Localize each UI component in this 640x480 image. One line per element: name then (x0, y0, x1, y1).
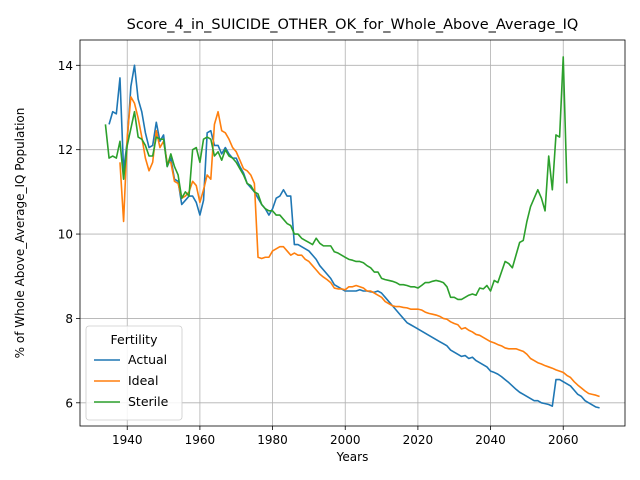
y-tick-label: 10 (58, 228, 73, 242)
legend-title: Fertility (111, 332, 159, 347)
y-tick-label: 14 (58, 59, 73, 73)
x-tick-label: 1940 (112, 433, 143, 447)
series-line-actual (108, 64, 600, 409)
series-line-sterile (104, 56, 568, 301)
y-axis-title: % of Whole Above_Average_IQ Population (13, 108, 27, 359)
legend-label-ideal: Ideal (128, 373, 158, 388)
plot-frame (79, 39, 626, 427)
legend-box (85, 325, 183, 421)
series-line-ideal (119, 96, 600, 398)
x-tick-label: 1960 (185, 433, 216, 447)
x-tick-label: 1980 (257, 433, 288, 447)
x-tick-label: 2020 (403, 433, 434, 447)
y-tick-label: 12 (58, 143, 73, 157)
legend: Fertility Actual Ideal Sterile (85, 325, 183, 421)
series-lines (104, 56, 600, 409)
legend-label-sterile: Sterile (128, 394, 169, 409)
axis-ticks: 1940 1960 1980 2000 2020 2040 2060 6 8 10 12 14 (58, 59, 579, 447)
x-tick-label: 2000 (330, 433, 361, 447)
x-tick-label: 2060 (548, 433, 579, 447)
y-tick-label: 8 (65, 312, 73, 326)
x-axis-title: Years (336, 450, 369, 464)
y-tick-label: 6 (65, 396, 73, 410)
x-tick-label: 2040 (475, 433, 506, 447)
chart-title: Score_4_in_SUICIDE_OTHER_OK_for_Whole_Ab… (127, 17, 579, 33)
legend-label-actual: Actual (128, 352, 167, 367)
